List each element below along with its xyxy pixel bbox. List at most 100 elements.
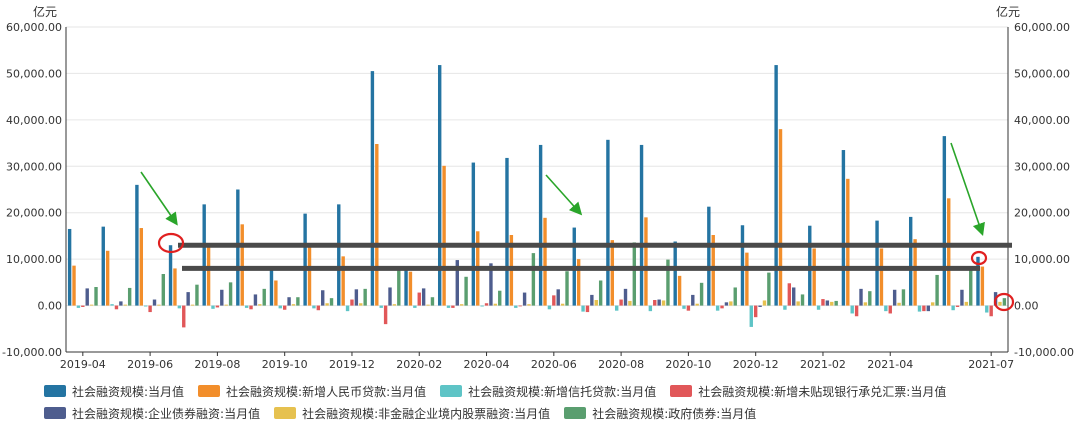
bar — [148, 305, 152, 313]
bar — [901, 289, 906, 306]
legend-label: 社会融资规模:新增人民币贷款:当月值 — [226, 384, 427, 399]
bar — [81, 305, 85, 307]
bar — [1002, 298, 1007, 306]
bars-layer — [67, 65, 1007, 328]
bar — [740, 225, 745, 306]
bar — [94, 287, 98, 306]
bar — [363, 288, 367, 306]
legend-row-2: 社会融资规模:企业债券融资:当月值 社会融资规模:非金融企业境内股票融资:当月值… — [44, 402, 1064, 424]
annotations-layer — [140, 142, 1015, 312]
bar — [291, 304, 296, 306]
legend-item-acceptance-bills[interactable]: 社会融资规模:新增未贴现银行承兑汇票:当月值 — [670, 383, 946, 400]
y-unit-left: 亿元 — [33, 4, 57, 19]
x-tick-label: 2019-04 — [60, 358, 106, 371]
bar — [262, 288, 266, 306]
x-tick-label: 2020-06 — [531, 358, 577, 371]
bar — [560, 303, 565, 306]
bar — [383, 305, 388, 325]
bar — [762, 300, 767, 306]
bar — [278, 305, 282, 309]
y-tick-label-left: -10,000.00 — [2, 346, 62, 359]
bar — [834, 300, 838, 306]
bar — [841, 150, 846, 306]
bar — [397, 269, 401, 306]
legend-item-rmb-loans[interactable]: 社会融资规模:新增人民币贷款:当月值 — [198, 383, 426, 400]
bar — [85, 288, 89, 306]
bar — [446, 305, 451, 308]
bar — [296, 297, 300, 306]
y-tick-label-left: 20,000.00 — [6, 207, 62, 220]
bar — [800, 294, 805, 306]
legend-label: 社会融资规模:非金融企业境内股票融资:当月值 — [302, 406, 551, 421]
legend-label: 社会融资规模:新增信托贷款:当月值 — [468, 384, 657, 399]
bar — [480, 305, 484, 307]
bar — [224, 304, 228, 306]
y-tick-label-right: 0.00 — [1014, 300, 1039, 313]
bar — [812, 248, 816, 306]
bar — [648, 305, 653, 312]
bar — [657, 299, 661, 306]
bar — [888, 305, 892, 314]
legend-item-corporate-bonds[interactable]: 社会融资规模:企业债券融资:当月值 — [44, 405, 260, 422]
bar — [913, 239, 917, 306]
bar — [437, 65, 442, 306]
bar — [691, 294, 695, 306]
highlight-circle — [970, 250, 988, 266]
y-unit-right: 亿元 — [996, 4, 1020, 19]
bar — [161, 274, 166, 306]
axes: -10,000.00 -10,000.00 0.00 0.00 10,000.00 10,… — [2, 21, 1074, 371]
bar — [598, 280, 603, 306]
bar — [745, 252, 749, 306]
bar — [321, 290, 325, 306]
bar — [729, 301, 733, 306]
legend-item-government-bonds[interactable]: 社会融资规模:政府债券:当月值 — [564, 405, 756, 422]
bar — [408, 271, 413, 306]
bar — [538, 144, 543, 306]
bar — [917, 305, 922, 312]
y-tick-label-left: 50,000.00 — [6, 67, 62, 80]
bar — [976, 256, 980, 306]
bar — [758, 305, 762, 307]
bar — [177, 305, 182, 309]
bar — [778, 129, 783, 306]
bar — [753, 305, 758, 318]
x-tick-label: 2021-04 — [867, 358, 913, 371]
legend-label: 社会融资规模:政府债券:当月值 — [592, 406, 757, 421]
bar — [375, 144, 379, 306]
x-tick-label: 2020-12 — [733, 358, 779, 371]
bar — [325, 303, 329, 306]
bar — [985, 305, 989, 313]
bar — [787, 283, 792, 306]
bar — [951, 305, 955, 311]
bar — [489, 263, 493, 306]
bar — [404, 266, 408, 306]
bar — [846, 178, 850, 306]
bar — [173, 268, 177, 306]
legend-swatch — [44, 385, 66, 397]
legend-label: 社会融资规模:新增未贴现银行承兑汇票:当月值 — [698, 384, 947, 399]
legend-item-equity-financing[interactable]: 社会融资规模:非金融企业境内股票融资:当月值 — [274, 405, 550, 422]
y-tick-label-left: 10,000.00 — [6, 253, 62, 266]
bar — [585, 305, 590, 313]
bar — [531, 253, 536, 306]
bar — [123, 304, 127, 306]
legend-swatch — [440, 385, 463, 397]
bar — [808, 225, 812, 306]
legend-item-trust-loans[interactable]: 社会融资规模:新增信托贷款:当月值 — [440, 383, 656, 400]
bar — [606, 139, 610, 306]
bar — [442, 165, 446, 306]
legend-swatch — [670, 385, 693, 397]
bar — [644, 217, 648, 306]
bar — [426, 304, 430, 306]
bar — [287, 297, 291, 306]
x-tick-label: 2019-12 — [329, 358, 375, 371]
bar — [821, 299, 825, 306]
y-tick-label-right: 30,000.00 — [1014, 160, 1070, 173]
bar — [955, 305, 960, 307]
bar — [552, 295, 556, 306]
bar — [505, 157, 509, 306]
bar — [677, 275, 682, 306]
legend-item-total[interactable]: 社会融资规模:当月值 — [44, 383, 184, 400]
bar — [897, 302, 901, 306]
